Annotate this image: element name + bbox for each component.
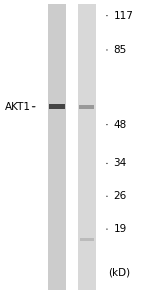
- Bar: [79, 105, 94, 109]
- Text: 26: 26: [114, 191, 127, 201]
- Text: 34: 34: [114, 158, 127, 168]
- Text: 48: 48: [114, 120, 127, 130]
- Bar: [80, 238, 94, 241]
- Text: 85: 85: [114, 45, 127, 55]
- Text: AKT1: AKT1: [5, 102, 31, 112]
- Text: (kD): (kD): [108, 267, 130, 278]
- Bar: [48, 4, 66, 290]
- Bar: [78, 4, 96, 290]
- Bar: [49, 104, 65, 110]
- Text: 117: 117: [114, 11, 134, 21]
- Text: 19: 19: [114, 224, 127, 234]
